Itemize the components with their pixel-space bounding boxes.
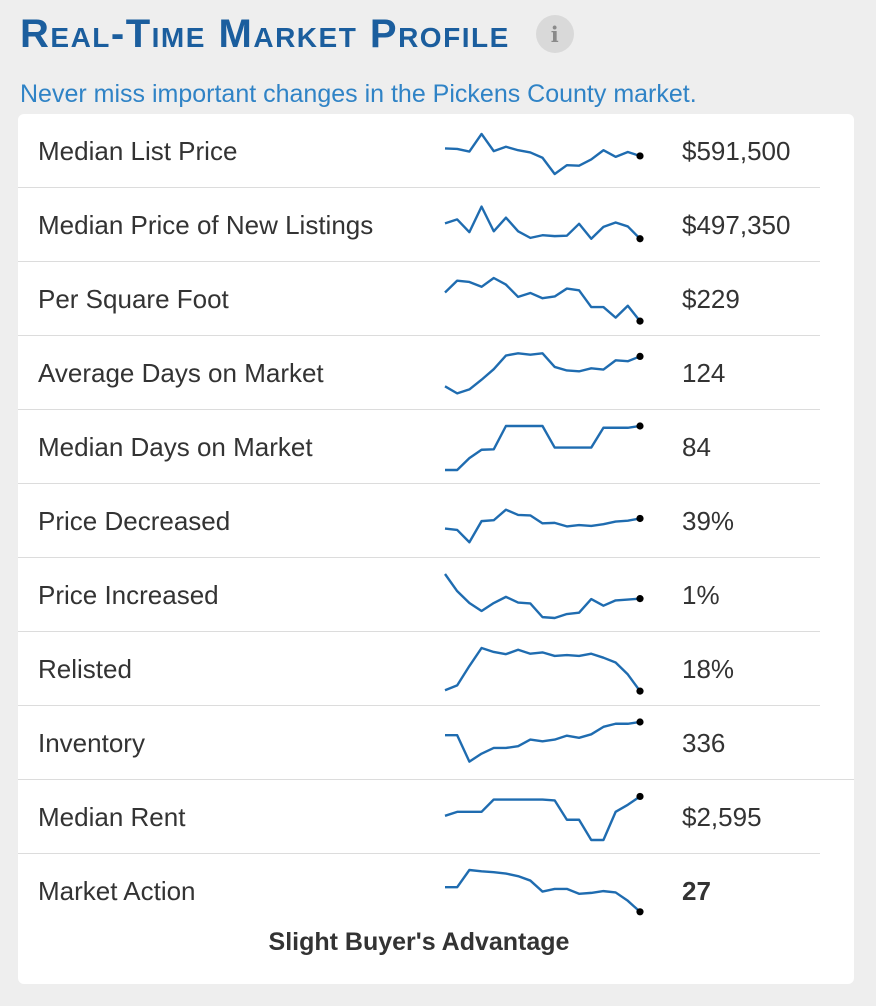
- metric-label: Median List Price: [38, 135, 238, 166]
- market-profile-card: Median List Price $591,500 Median Price of…: [18, 114, 854, 984]
- metric-label: Market Action: [38, 875, 196, 906]
- sparkline-path: [444, 646, 641, 692]
- sparkline-path: [445, 720, 641, 763]
- sparkline-end-dot: [636, 595, 644, 603]
- row-divider: [18, 557, 820, 558]
- row-divider: [18, 261, 820, 262]
- sparkline-path: [444, 795, 641, 842]
- sparkline-path: [444, 573, 641, 620]
- metric-row: Median Rent $2,595: [18, 780, 854, 854]
- metric-value: $2,595: [682, 801, 762, 832]
- sparkline-end-dot: [636, 687, 644, 695]
- subtitle: Never miss important changes in the Pick…: [20, 80, 697, 108]
- trend-sparkline: [444, 132, 644, 176]
- sparkline-end-dot: [636, 235, 644, 243]
- sparkline-end-dot: [636, 792, 644, 801]
- page-title: Real-Time Market Profile: [20, 12, 510, 56]
- sparkline-path: [444, 352, 641, 395]
- sparkline-end-dot: [636, 152, 644, 160]
- metric-value: 1%: [682, 579, 720, 610]
- row-divider: [18, 483, 820, 484]
- trend-sparkline: [444, 276, 644, 325]
- metric-row: Relisted 18%: [18, 632, 854, 706]
- header: Real-Time Market Profile i: [20, 14, 574, 54]
- sparkline-path: [444, 276, 641, 322]
- metric-row: Market Action 27: [18, 854, 854, 928]
- metric-row: Median List Price $591,500: [18, 114, 854, 188]
- row-divider: [18, 409, 820, 410]
- trend-sparkline: [445, 422, 644, 472]
- metric-label: Median Rent: [38, 801, 186, 832]
- sparkline-path: [444, 508, 641, 544]
- trend-sparkline: [444, 792, 644, 842]
- sparkline-end-dot: [636, 908, 644, 916]
- metric-row: Median Price of New Listings $497,350: [18, 188, 854, 262]
- metric-row: Inventory 336: [18, 706, 854, 780]
- row-divider: [18, 705, 820, 706]
- metric-label: Price Increased: [38, 579, 219, 610]
- sparkline-end-dot: [636, 422, 644, 430]
- metric-row: Average Days on Market 124: [18, 336, 854, 410]
- metric-label: Inventory: [38, 727, 145, 758]
- sparkline-end-dot: [636, 514, 644, 523]
- row-divider: [18, 187, 820, 188]
- trend-sparkline: [444, 508, 644, 544]
- trend-sparkline: [444, 646, 644, 695]
- trend-sparkline: [444, 205, 644, 243]
- trend-sparkline: [445, 718, 644, 763]
- trend-sparkline: [444, 573, 644, 620]
- row-divider: [18, 335, 820, 336]
- info-icon[interactable]: i: [535, 15, 574, 53]
- metric-row: Per Square Foot $229: [18, 262, 854, 336]
- metric-label: Per Square Foot: [38, 283, 229, 314]
- metric-value: 18%: [682, 653, 735, 684]
- sparkline-end-dot: [636, 352, 644, 360]
- metric-value: 336: [682, 727, 726, 758]
- metric-row: Price Decreased 39%: [18, 484, 854, 558]
- metric-value: 27: [682, 875, 711, 906]
- metric-label: Median Price of New Listings: [38, 209, 374, 240]
- metric-label: Relisted: [38, 653, 132, 684]
- trend-sparkline: [445, 868, 644, 916]
- sparkline-end-dot: [636, 718, 644, 726]
- sparkline-end-dot: [636, 317, 644, 325]
- metric-value: 39%: [682, 505, 735, 536]
- sparkline-path: [444, 205, 641, 240]
- metric-label: Price Decreased: [38, 505, 231, 536]
- row-divider: [18, 779, 854, 780]
- row-divider: [18, 853, 820, 854]
- sparkline-path: [444, 132, 641, 176]
- metric-label: Average Days on Market: [38, 357, 324, 388]
- sparkline-path: [445, 424, 641, 472]
- trend-sparkline: [444, 352, 644, 395]
- sparkline-path: [445, 868, 641, 913]
- metric-row: Median Days on Market 84: [18, 410, 854, 484]
- metric-value: 124: [682, 357, 726, 388]
- row-divider: [18, 631, 820, 632]
- metric-value: $591,500: [682, 135, 791, 166]
- metric-value: 84: [682, 431, 711, 462]
- market-action-label: Slight Buyer's Advantage: [268, 928, 570, 956]
- metric-label: Median Days on Market: [38, 431, 313, 462]
- metric-value: $497,350: [682, 209, 791, 240]
- metric-row: Price Increased 1%: [18, 558, 854, 632]
- metric-value: $229: [682, 283, 740, 314]
